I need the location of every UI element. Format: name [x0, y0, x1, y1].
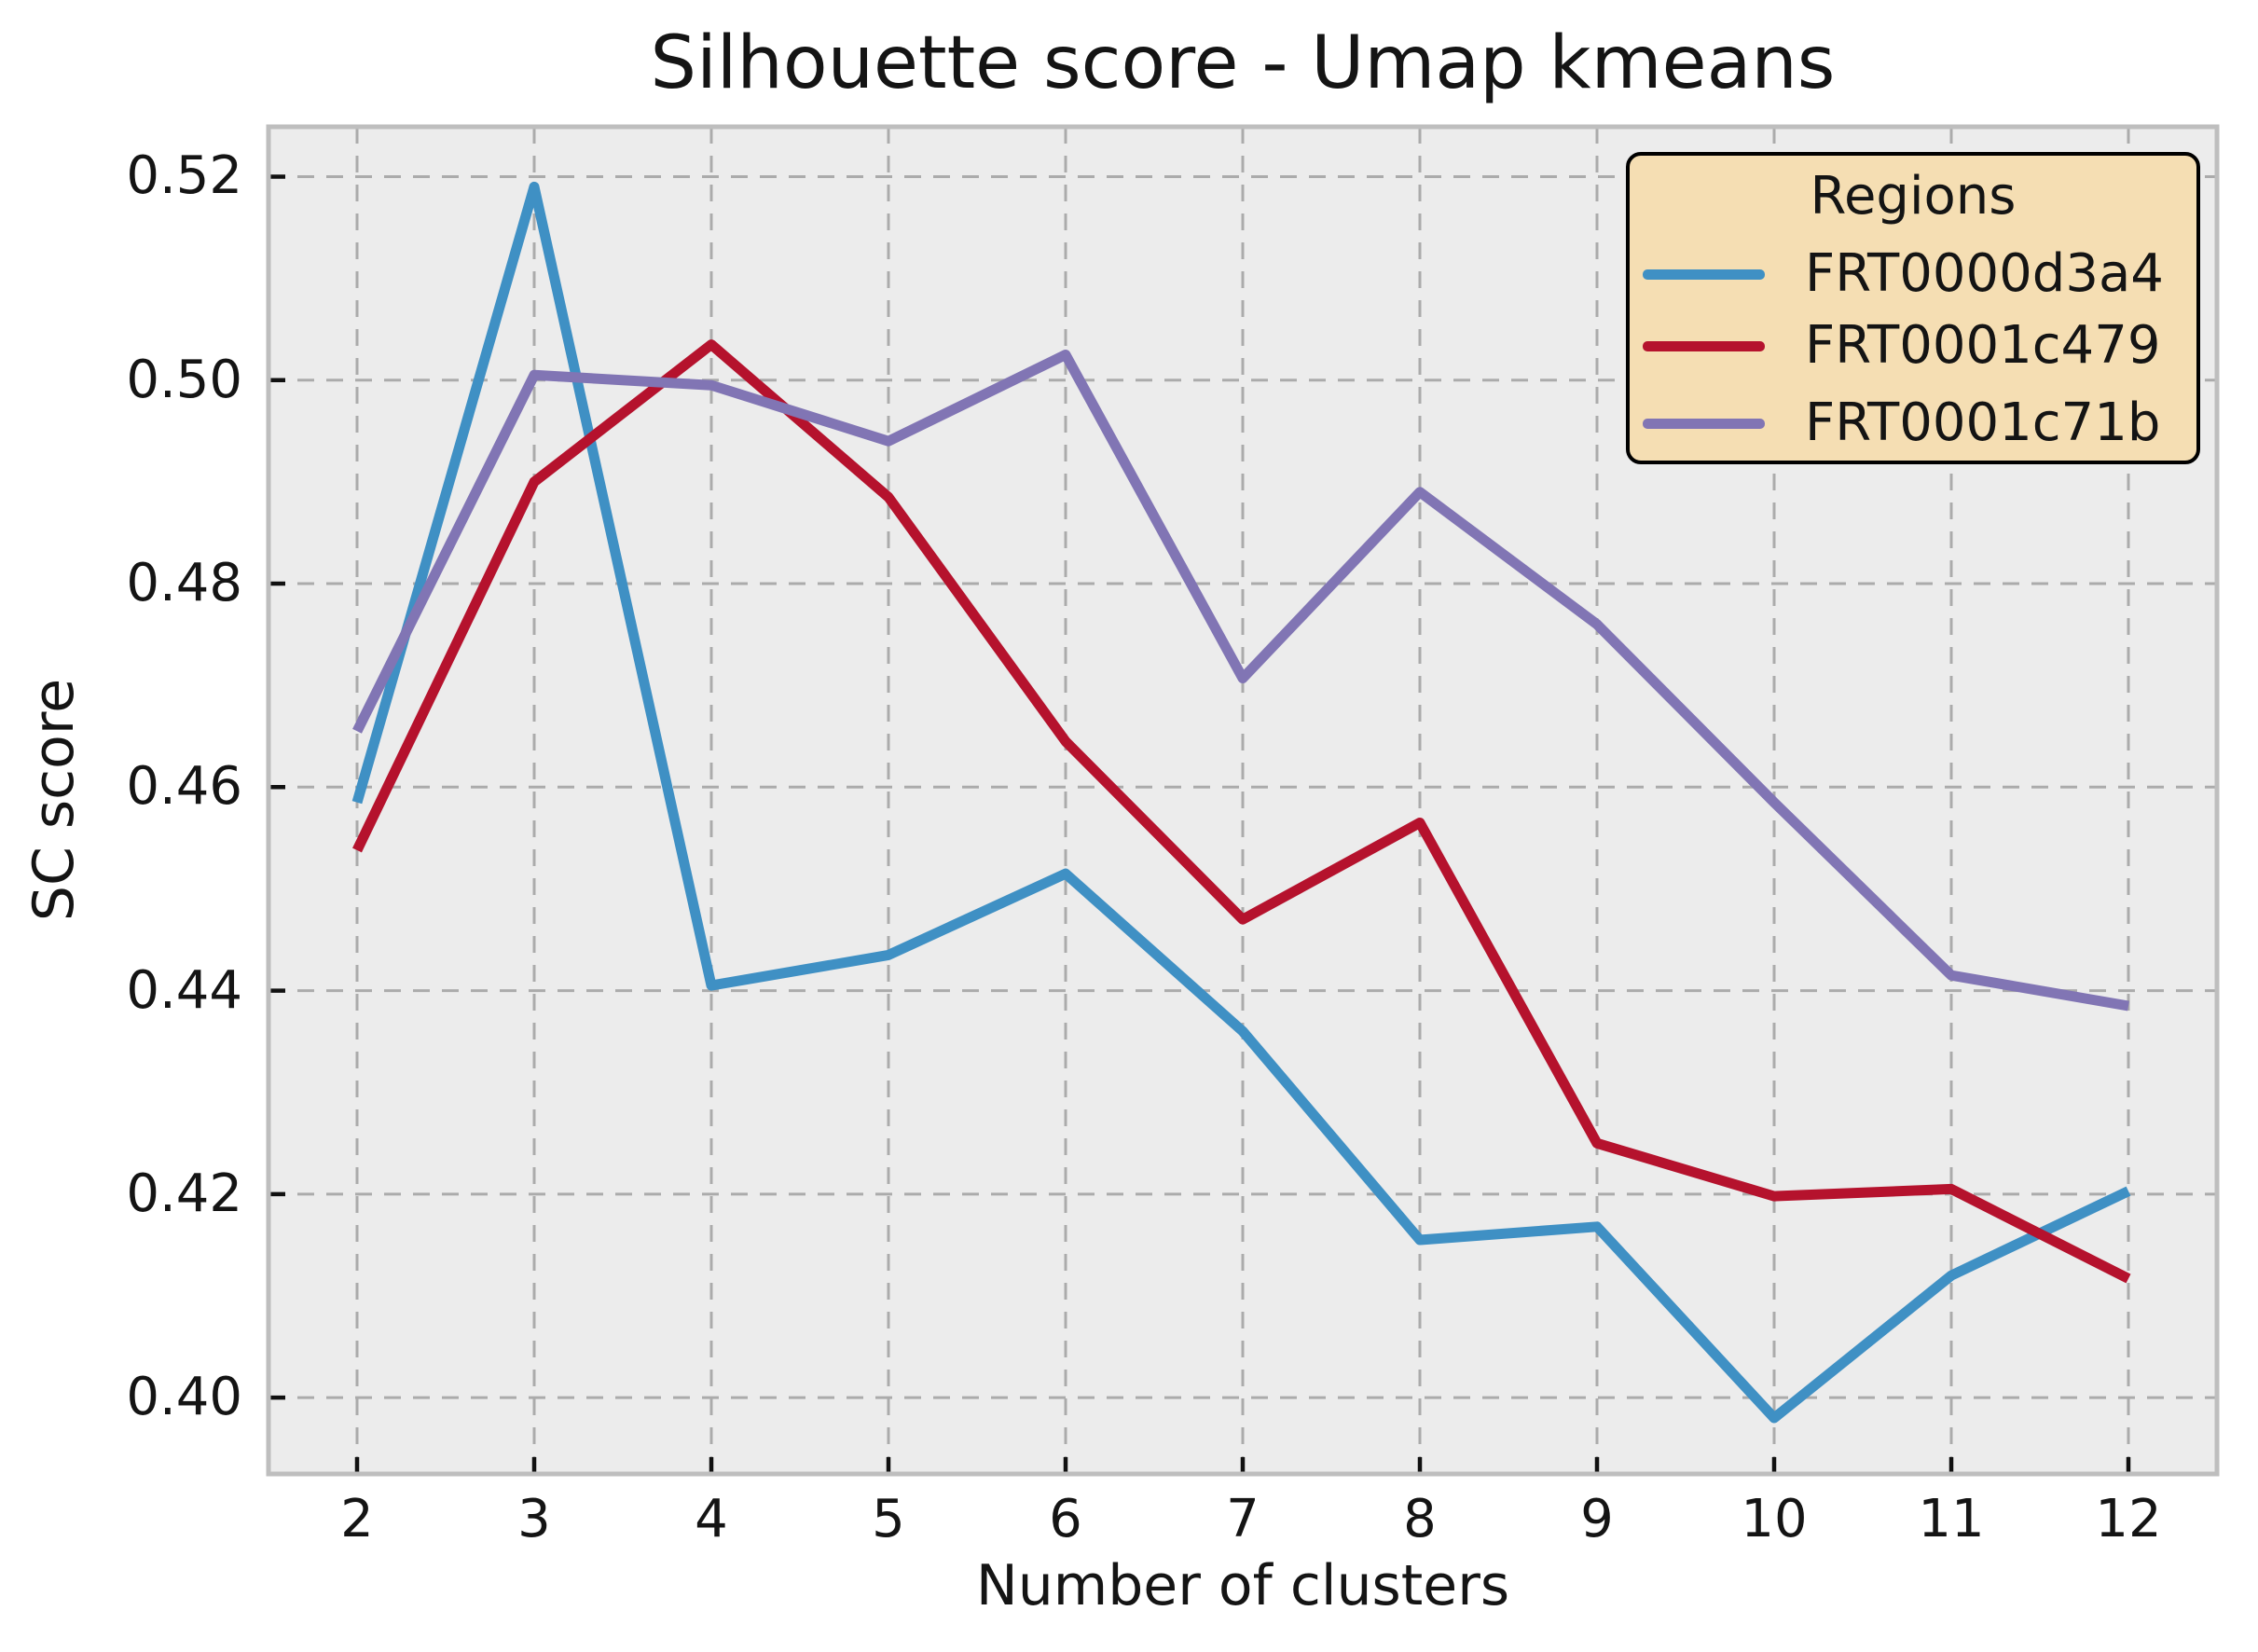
- series-line-FRT0001c71b: [352, 350, 2129, 1012]
- series-line-FRT0001c479: [352, 339, 2131, 1284]
- legend-row-FRT0001c479: FRT0001c479: [1643, 320, 2160, 372]
- x-tick-label: 12: [2095, 1489, 2162, 1549]
- chart-title: Silhouette score - Umap kmeans: [650, 21, 1836, 105]
- x-tick-label: 10: [1741, 1489, 1808, 1549]
- legend-swatch-icon: [1643, 418, 1765, 429]
- y-tick-label: 0.50: [126, 349, 242, 410]
- x-tick-label: 4: [695, 1489, 728, 1549]
- y-tick-label: 0.44: [126, 959, 242, 1021]
- series-line-FRT0000d3a4: [351, 181, 2131, 1424]
- legend-box: Regions FRT0000d3a4 FRT0001c479 FRT0001c71…: [1626, 152, 2200, 464]
- y-tick-label: 0.40: [126, 1367, 242, 1428]
- x-tick-label: 9: [1580, 1489, 1614, 1549]
- x-tick-label: 8: [1403, 1489, 1437, 1549]
- legend-row-FRT0000d3a4: FRT0000d3a4: [1643, 248, 2164, 300]
- y-tick-label: 0.52: [126, 145, 242, 207]
- legend-label: FRT0001c479: [1805, 315, 2161, 376]
- legend-swatch-icon: [1643, 340, 1765, 351]
- x-tick-label: 6: [1049, 1489, 1082, 1549]
- x-tick-label: 2: [340, 1489, 374, 1549]
- x-tick-label: 7: [1226, 1489, 1260, 1549]
- x-axis-label: Number of clusters: [975, 1553, 1510, 1618]
- legend-row-FRT0001c71b: FRT0001c71b: [1643, 397, 2160, 449]
- legend-swatch-icon: [1643, 268, 1765, 280]
- y-tick-label: 0.46: [126, 756, 242, 818]
- y-tick-label: 0.42: [126, 1163, 242, 1224]
- legend-label: FRT0000d3a4: [1805, 243, 2164, 304]
- x-tick-label: 3: [517, 1489, 551, 1549]
- x-tick-label: 5: [872, 1489, 905, 1549]
- y-tick-label: 0.48: [126, 553, 242, 614]
- x-tick-label: 11: [1918, 1489, 1985, 1549]
- legend-label: FRT0001c71b: [1805, 392, 2161, 453]
- legend-title: Regions: [1810, 166, 2017, 227]
- axes-spines: [266, 124, 2220, 1477]
